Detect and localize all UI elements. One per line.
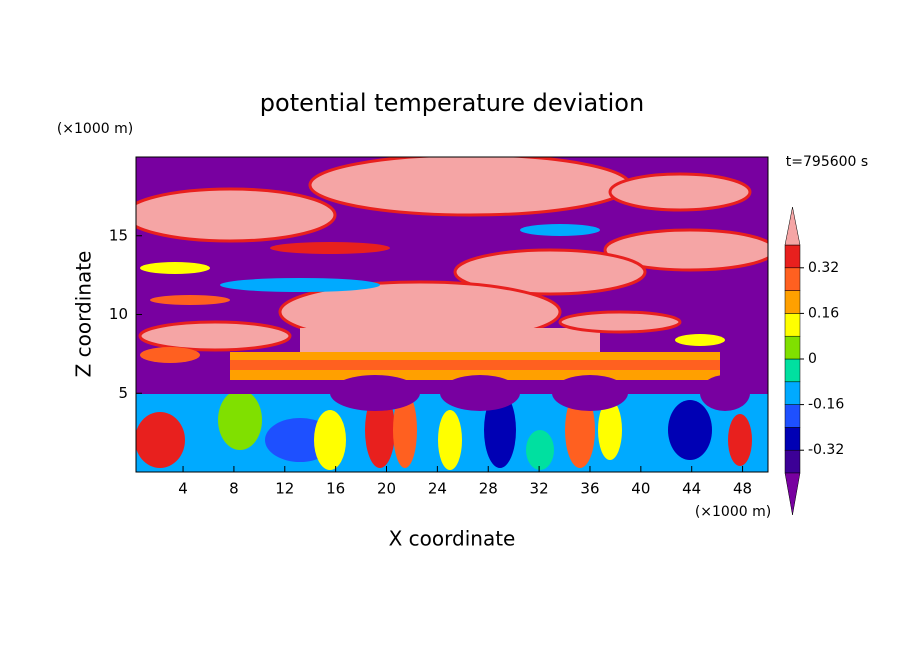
y-unit: (×1000 m) bbox=[57, 121, 133, 137]
field-patch bbox=[598, 400, 622, 460]
colorbar-tick-label: 0.16 bbox=[808, 305, 839, 321]
chart-title: potential temperature deviation bbox=[260, 89, 644, 117]
field-patch bbox=[136, 187, 337, 243]
x-tick-label: 32 bbox=[530, 480, 549, 498]
colorbar-under bbox=[784, 472, 801, 516]
colorbar-swatch bbox=[784, 381, 801, 405]
field-patch bbox=[220, 278, 380, 292]
colorbar-tick-label: -0.16 bbox=[808, 397, 844, 413]
field-patch bbox=[565, 392, 595, 468]
field-patch bbox=[138, 320, 292, 352]
x-tick-label: 44 bbox=[682, 480, 701, 498]
x-tick-label: 36 bbox=[580, 480, 599, 498]
field-patch bbox=[603, 228, 768, 272]
x-tick-label: 28 bbox=[479, 480, 498, 498]
time-annotation: t=795600 s bbox=[786, 154, 868, 170]
contour-field bbox=[136, 157, 768, 472]
colorbar-swatch bbox=[784, 313, 801, 337]
field-patch bbox=[558, 310, 682, 334]
colorbar-swatch bbox=[784, 404, 801, 428]
field-patch bbox=[520, 224, 600, 236]
x-tick-label: 8 bbox=[229, 480, 239, 498]
field-patch bbox=[393, 392, 417, 468]
colorbar-swatch bbox=[784, 358, 801, 383]
colorbar-tick-label: -0.32 bbox=[808, 442, 844, 458]
field-patch bbox=[675, 334, 725, 346]
field-patch bbox=[728, 414, 752, 466]
field-patch bbox=[270, 242, 390, 254]
colorbar-over bbox=[784, 206, 801, 246]
field-patch bbox=[552, 375, 628, 411]
colorbar-swatch bbox=[784, 244, 801, 269]
x-unit: (×1000 m) bbox=[695, 504, 771, 520]
x-tick-label: 40 bbox=[631, 480, 650, 498]
field-patch bbox=[453, 248, 647, 296]
field-patch bbox=[140, 347, 200, 363]
field-patch bbox=[608, 172, 752, 212]
field-patch bbox=[150, 295, 230, 305]
field-patch bbox=[700, 375, 750, 411]
x-tick-label: 12 bbox=[275, 480, 294, 498]
x-tick-label: 24 bbox=[428, 480, 447, 498]
field-patch bbox=[218, 390, 262, 450]
x-tick-label: 48 bbox=[733, 480, 752, 498]
field-patch bbox=[526, 430, 554, 470]
field-patch bbox=[136, 412, 185, 468]
field-patch bbox=[330, 375, 420, 411]
field-patch bbox=[440, 375, 520, 411]
field-patch bbox=[365, 392, 395, 468]
x-tick-label: 16 bbox=[326, 480, 345, 498]
field-patch bbox=[668, 400, 712, 460]
y-tick-label: 10 bbox=[109, 305, 128, 323]
field-patch bbox=[438, 410, 462, 470]
colorbar-swatch bbox=[784, 267, 801, 291]
x-tick-label: 4 bbox=[178, 480, 188, 498]
colorbar-swatch bbox=[784, 449, 801, 474]
colorbar-tick-label: 0.32 bbox=[808, 260, 839, 276]
field-patch bbox=[140, 262, 210, 274]
y-tick-label: 15 bbox=[109, 226, 128, 244]
y-axis-label: Z coordinate bbox=[72, 251, 96, 378]
field-patch bbox=[314, 410, 346, 470]
colorbar-swatch bbox=[784, 335, 801, 360]
x-axis-label: X coordinate bbox=[389, 527, 516, 551]
field-patch bbox=[484, 392, 516, 468]
colorbar-tick-label: 0 bbox=[808, 351, 817, 367]
colorbar-swatch bbox=[784, 290, 801, 314]
field-patch bbox=[230, 360, 720, 370]
colorbar-swatch bbox=[784, 427, 801, 451]
field-patch bbox=[300, 328, 600, 354]
field-patch bbox=[308, 157, 632, 217]
y-tick-label: 5 bbox=[118, 384, 128, 402]
x-tick-label: 20 bbox=[377, 480, 396, 498]
